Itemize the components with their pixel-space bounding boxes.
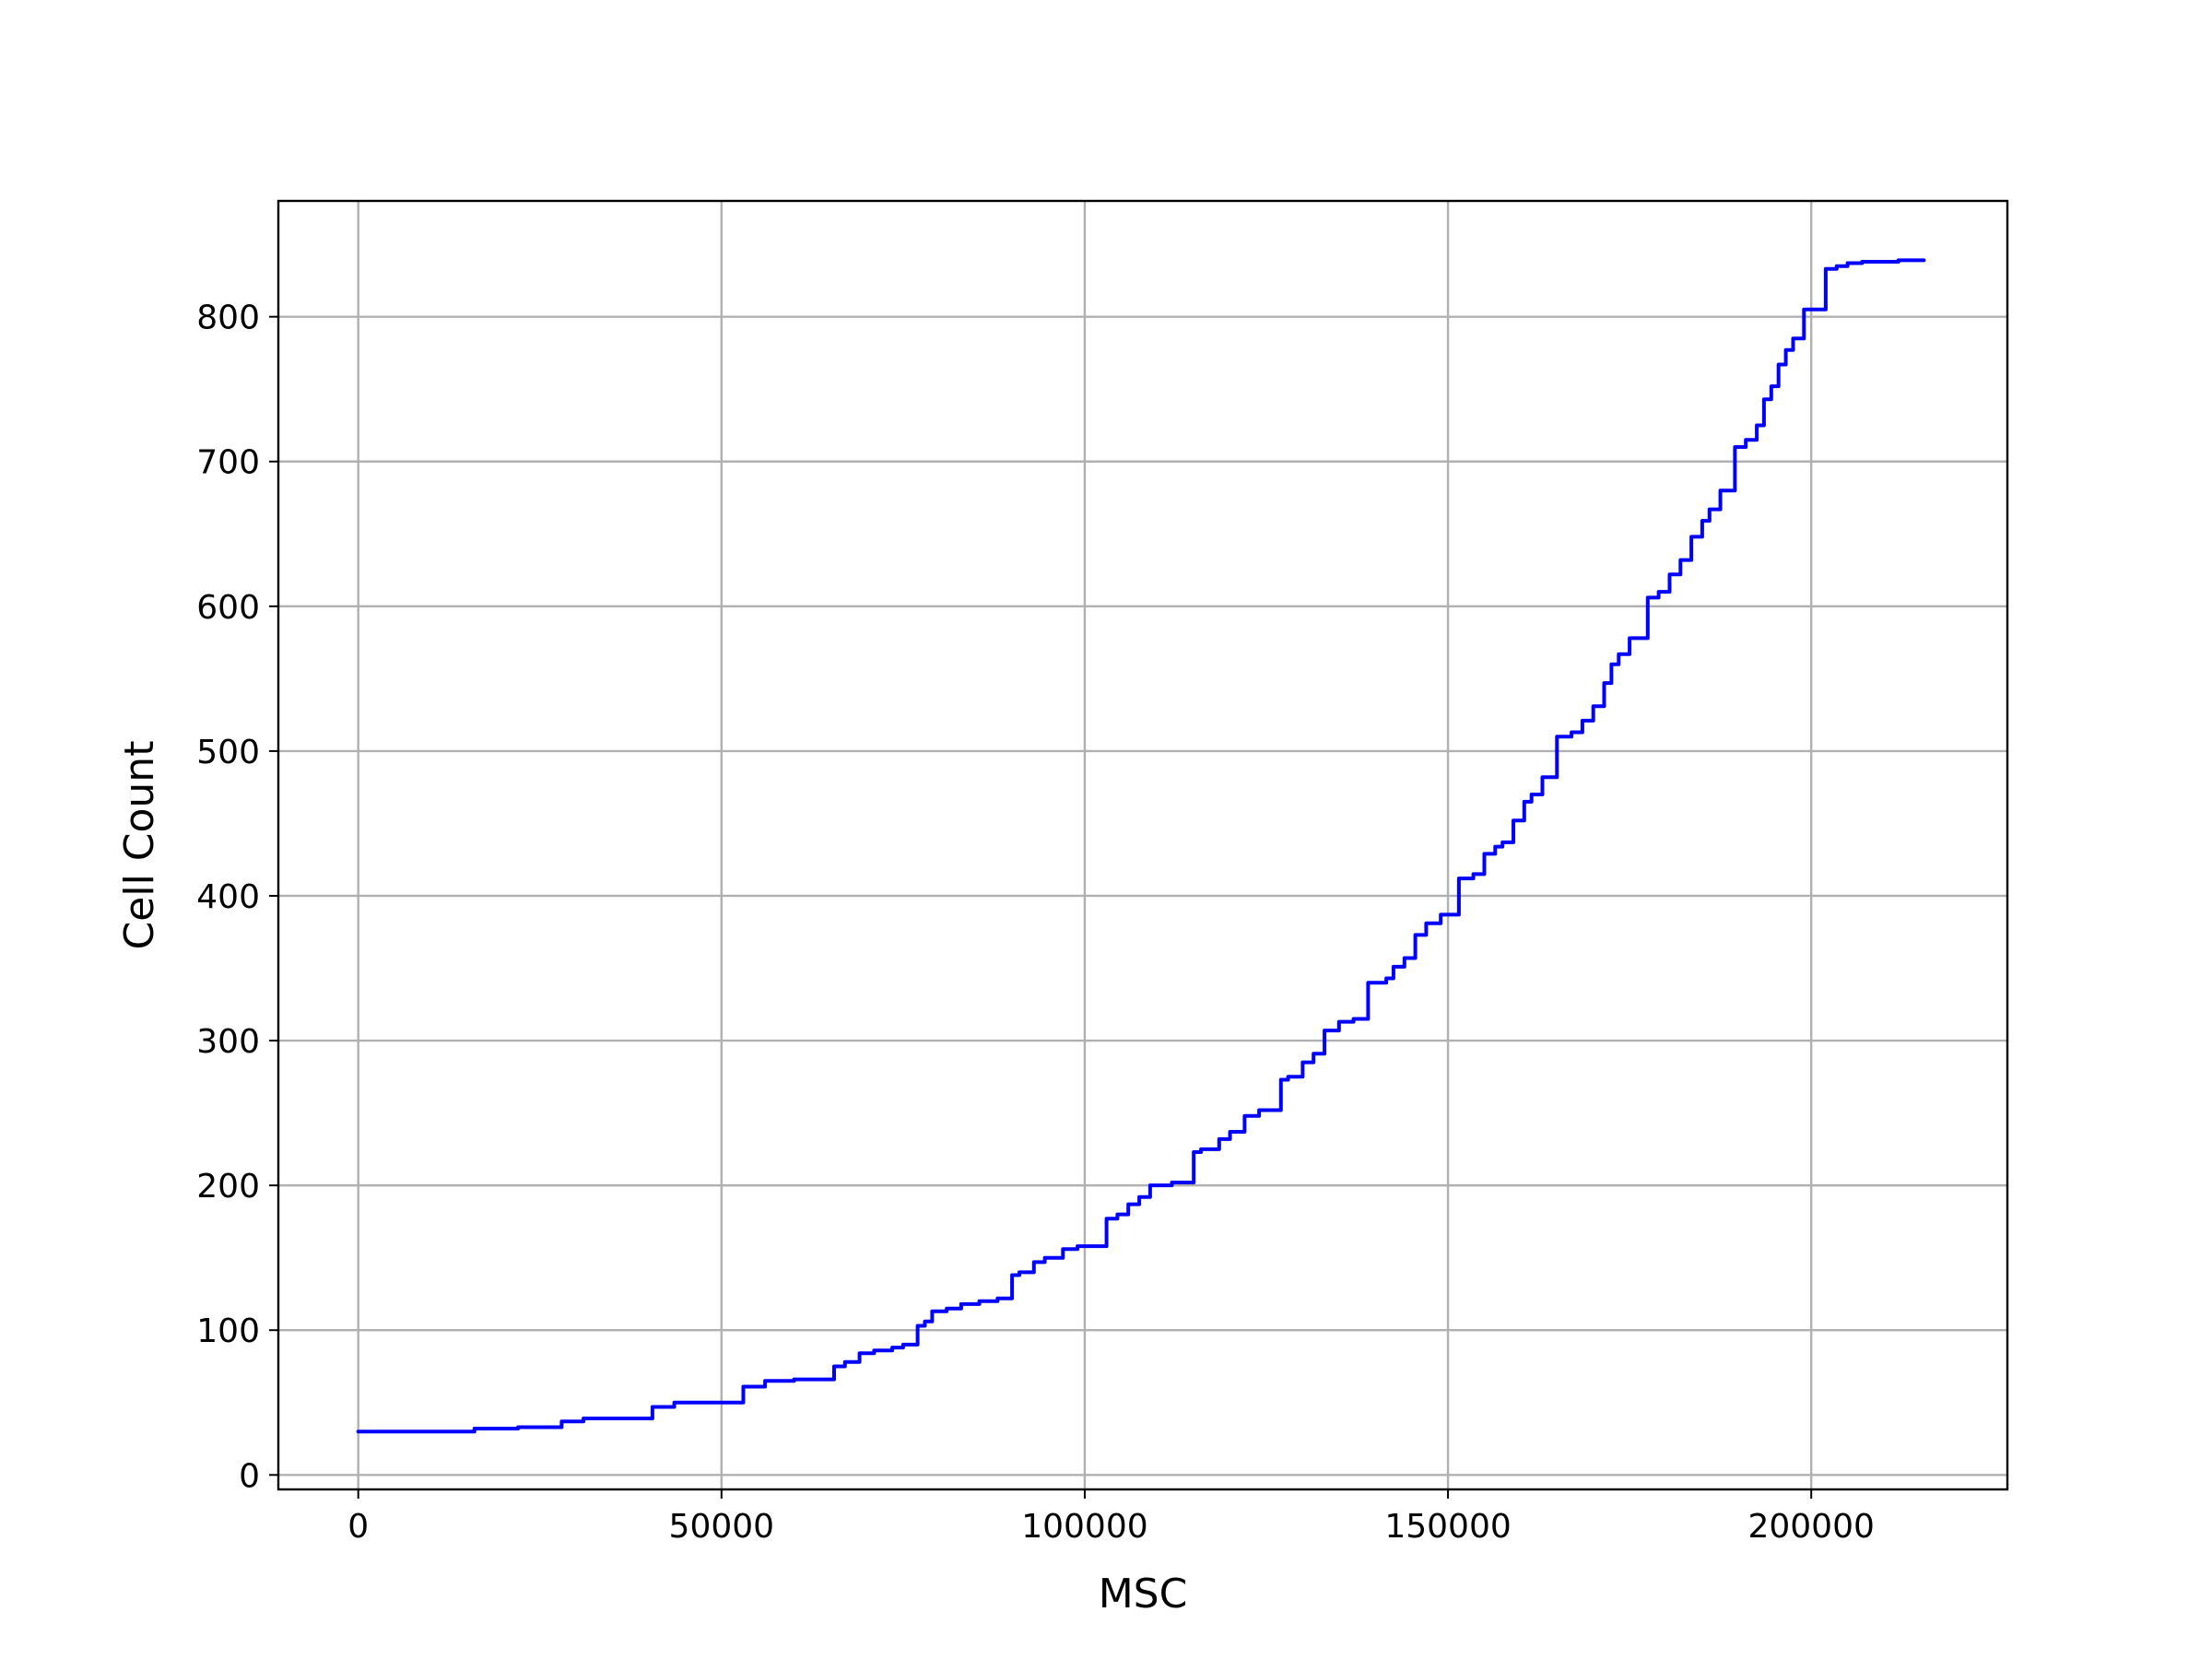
y-tick-label: 200 <box>196 1168 260 1206</box>
y-axis-label: Cell Count <box>116 741 163 950</box>
series-layer <box>356 258 1926 1434</box>
x-tick-label: 100000 <box>1021 1508 1147 1546</box>
x-tick-label: 200000 <box>1747 1508 1874 1546</box>
y-tick-label: 100 <box>196 1312 260 1350</box>
plot-frame <box>276 199 2009 1491</box>
x-tick-label: 0 <box>347 1508 369 1546</box>
y-tick-label: 800 <box>196 300 260 337</box>
y-tick-label: 300 <box>196 1023 260 1061</box>
axis-ticks: 0 50000 100000 150000 200000 0 100 200 300 400 500… <box>196 300 1875 1546</box>
x-tick-label: 50000 <box>669 1508 775 1546</box>
y-tick-label: 600 <box>196 589 260 627</box>
y-tick-label: 500 <box>196 734 260 771</box>
series-line <box>356 258 1926 1434</box>
y-tick-label: 700 <box>196 444 260 482</box>
y-tick-label: 400 <box>196 878 260 916</box>
x-axis-label: MSC <box>1099 1571 1188 1618</box>
x-tick-label: 150000 <box>1384 1508 1511 1546</box>
grid-lines <box>278 201 2007 1489</box>
y-tick-label: 0 <box>239 1457 260 1495</box>
